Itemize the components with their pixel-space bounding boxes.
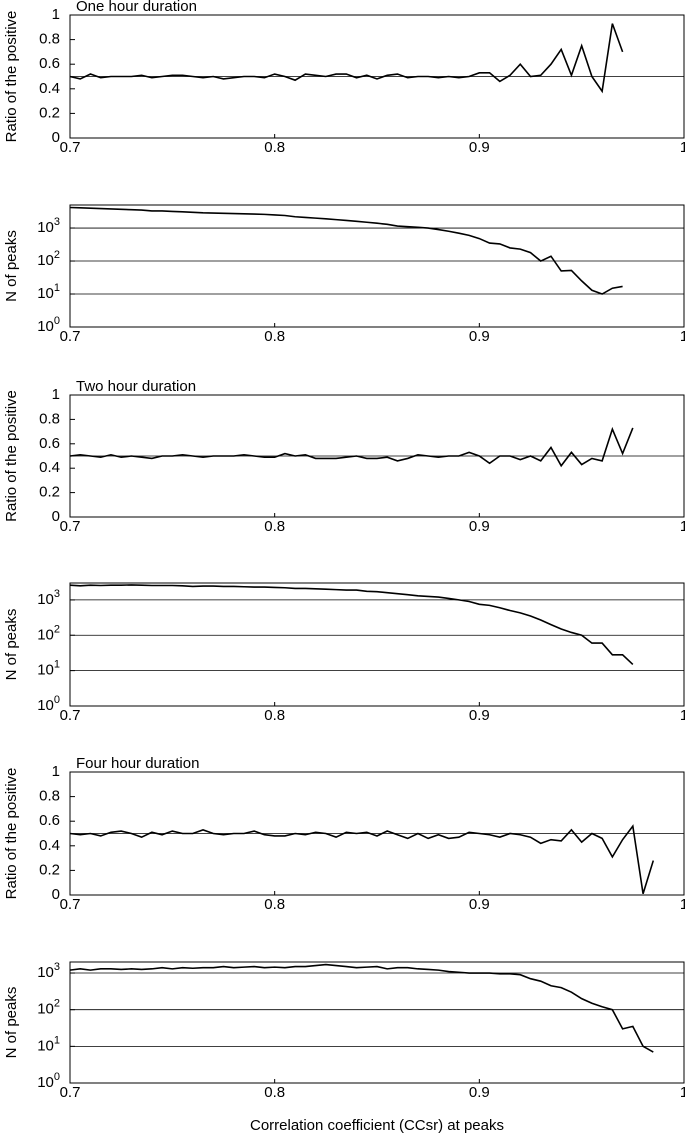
x-tick-label: 0.7 — [60, 896, 81, 913]
y-tick-label: 1 — [52, 6, 60, 23]
tick-base: 10 — [37, 1037, 54, 1054]
x-tick-label: 0.8 — [264, 518, 285, 535]
data-line — [69, 824, 655, 895]
y-tick-label: 0.6 — [39, 812, 60, 829]
panel-title: One hour duration — [76, 0, 197, 15]
plot-frame — [69, 204, 685, 328]
x-tick-label: 0.9 — [469, 896, 490, 913]
y-tick-label: 101 — [37, 659, 60, 679]
tick-base: 10 — [37, 626, 54, 643]
tick-power: 1 — [54, 1034, 60, 1046]
x-axis-label: Correlation coefficient (CCsr) at peaks — [250, 1117, 504, 1134]
tick-power: 0 — [54, 694, 60, 706]
tick-base: 10 — [37, 285, 54, 302]
y-tick-label: 102 — [37, 623, 60, 643]
y-tick-label: 100 — [37, 694, 60, 714]
plot-frame — [69, 582, 685, 707]
plot-frame — [69, 961, 685, 1084]
y-tick-label: 0.6 — [39, 55, 60, 72]
x-tick-label: 1 — [680, 328, 685, 345]
x-tick-label: 1 — [680, 896, 685, 913]
tick-base: 10 — [37, 1001, 54, 1018]
tick-base: 10 — [37, 964, 54, 981]
tick-power: 2 — [54, 623, 60, 635]
tick-base: 10 — [37, 219, 54, 236]
tick-base: 10 — [37, 662, 54, 679]
x-tick-label: 0.9 — [469, 139, 490, 156]
y-axis-label: N of peaks — [3, 230, 20, 302]
y-tick-label: 1 — [52, 386, 60, 403]
x-tick-label: 1 — [680, 518, 685, 535]
x-tick-label: 0.7 — [60, 328, 81, 345]
y-axis-label: Ratio of the positive — [3, 768, 20, 900]
x-tick-label: 1 — [680, 139, 685, 156]
y-tick-label: 0.4 — [39, 80, 60, 97]
tick-power: 2 — [54, 249, 60, 261]
x-tick-label: 0.9 — [469, 707, 490, 724]
panel-title: Four hour duration — [76, 755, 199, 772]
y-tick-label: 101 — [37, 1034, 60, 1054]
y-tick-label: 102 — [37, 249, 60, 269]
y-axis-label: Ratio of the positive — [3, 11, 20, 143]
y-tick-label: 0.8 — [39, 31, 60, 48]
y-tick-label: 0.4 — [39, 459, 60, 476]
x-tick-label: 0.8 — [264, 896, 285, 913]
tick-power: 1 — [54, 282, 60, 294]
x-tick-label: 1 — [680, 1084, 685, 1101]
data-line — [69, 963, 654, 1053]
y-axis-label: N of peaks — [3, 609, 20, 681]
tick-base: 10 — [37, 591, 54, 608]
y-tick-label: 0.6 — [39, 435, 60, 452]
tick-power: 0 — [54, 315, 60, 327]
y-tick-label: 0.2 — [39, 484, 60, 501]
y-tick-label: 0 — [52, 886, 60, 903]
x-tick-label: 0.9 — [469, 328, 490, 345]
x-tick-label: 0.7 — [60, 1084, 81, 1101]
y-tick-label: 1 — [52, 763, 60, 780]
x-tick-label: 0.8 — [264, 1084, 285, 1101]
y-tick-label: 0.2 — [39, 861, 60, 878]
x-tick-label: 0.8 — [264, 328, 285, 345]
data-line — [69, 584, 634, 665]
y-tick-label: 0.2 — [39, 104, 60, 121]
tick-base: 10 — [37, 1074, 54, 1091]
y-tick-label: 103 — [37, 588, 60, 608]
tick-base: 10 — [37, 318, 54, 335]
y-axis-label: N of peaks — [3, 987, 20, 1059]
x-tick-label: 0.8 — [264, 707, 285, 724]
data-line — [69, 426, 634, 468]
x-tick-label: 0.8 — [264, 139, 285, 156]
data-line — [69, 206, 623, 295]
x-tick-label: 0.7 — [60, 139, 81, 156]
x-tick-label: 0.7 — [60, 518, 81, 535]
tick-power: 3 — [54, 216, 60, 228]
y-tick-label: 0.8 — [39, 410, 60, 427]
y-tick-label: 103 — [37, 216, 60, 236]
y-tick-label: 0 — [52, 508, 60, 525]
tick-power: 3 — [54, 588, 60, 600]
y-tick-label: 103 — [37, 961, 60, 981]
tick-power: 2 — [54, 998, 60, 1010]
y-tick-label: 0 — [52, 129, 60, 146]
y-tick-label: 100 — [37, 315, 60, 335]
tick-power: 0 — [54, 1071, 60, 1083]
tick-power: 1 — [54, 659, 60, 671]
tick-power: 3 — [54, 961, 60, 973]
x-tick-label: 0.9 — [469, 1084, 490, 1101]
data-line — [69, 23, 624, 94]
y-tick-label: 101 — [37, 282, 60, 302]
x-tick-label: 0.7 — [60, 707, 81, 724]
y-axis-label: Ratio of the positive — [3, 390, 20, 522]
y-tick-label: 0.8 — [39, 788, 60, 805]
tick-base: 10 — [37, 252, 54, 269]
x-tick-label: 1 — [680, 707, 685, 724]
y-tick-label: 0.4 — [39, 837, 60, 854]
x-tick-label: 0.9 — [469, 518, 490, 535]
y-tick-label: 100 — [37, 1071, 60, 1091]
panel-title: Two hour duration — [76, 378, 196, 395]
y-tick-label: 102 — [37, 998, 60, 1018]
tick-base: 10 — [37, 697, 54, 714]
